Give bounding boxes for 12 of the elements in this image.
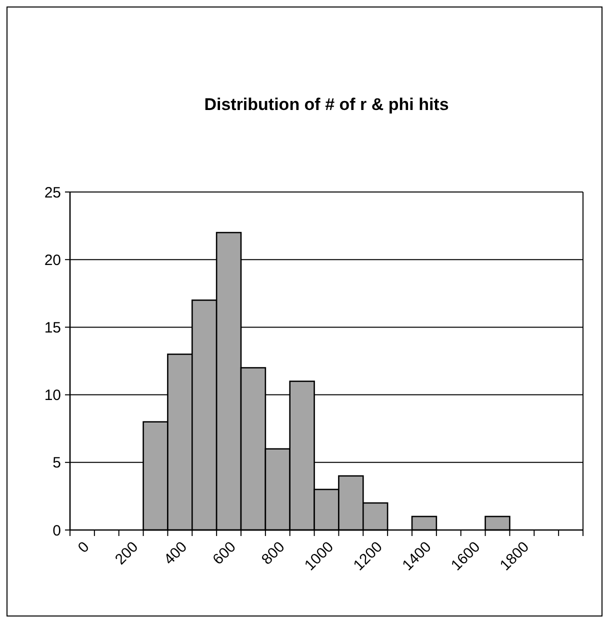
x-tick-label: 200	[112, 538, 142, 568]
y-tick-label: 20	[44, 252, 61, 269]
chart-title: Distribution of # of r & phi hits	[204, 95, 449, 114]
x-tick-label: 0	[74, 538, 93, 556]
x-tick-label: 600	[210, 538, 240, 568]
y-tick-label: 5	[52, 454, 61, 472]
y-tick-label: 0	[52, 522, 61, 540]
x-tick-label: 800	[258, 538, 288, 568]
y-tick-label: 15	[44, 319, 61, 336]
y-tick-label: 25	[44, 184, 61, 202]
x-tick-label: 400	[160, 538, 190, 568]
y-tick-label: 10	[44, 387, 61, 404]
